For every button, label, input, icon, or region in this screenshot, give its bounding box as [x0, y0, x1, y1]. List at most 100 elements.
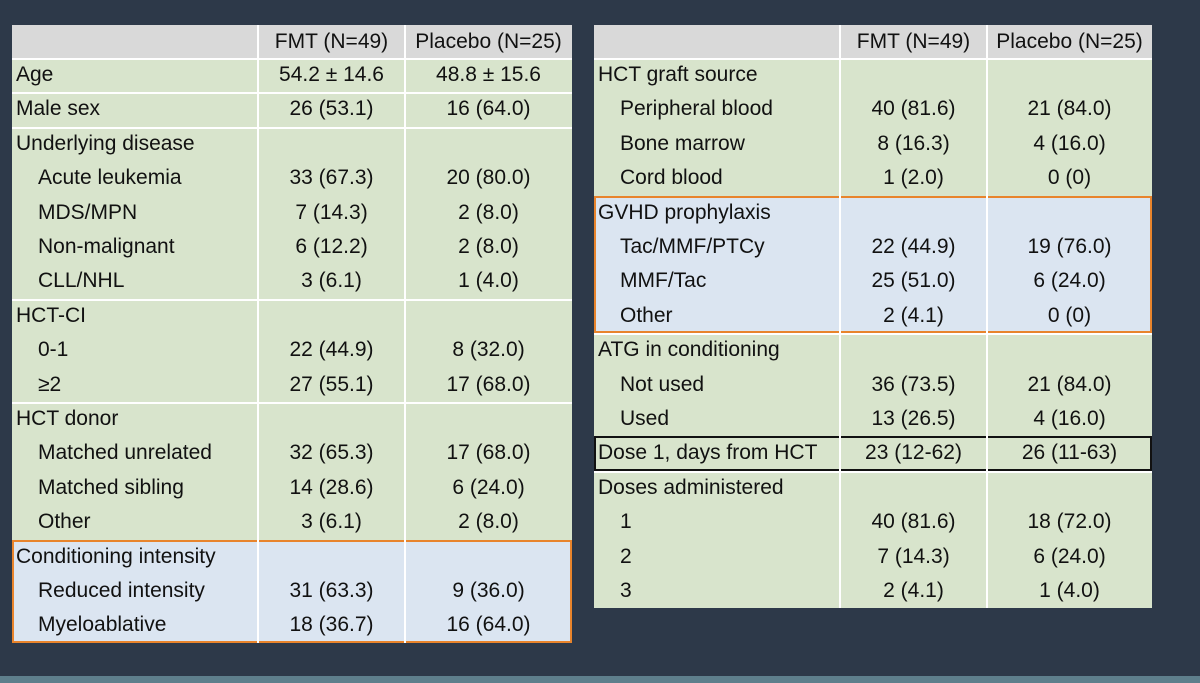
cell-value: 4 (16.0)	[1033, 407, 1106, 430]
row-group	[12, 58, 572, 92]
cell-value: 0 (0)	[1047, 303, 1092, 327]
column-header: FMT (N=49)	[856, 30, 971, 53]
cell-value: 18 (72.0)	[1027, 510, 1112, 534]
cell-value: 27 (55.1)	[289, 372, 374, 396]
row-group	[12, 92, 572, 126]
cell-value: 4 (16.0)	[1033, 131, 1106, 155]
cell-value: 14 (28.6)	[289, 475, 374, 499]
row-label: Tac/MMF/PTCy	[620, 235, 765, 258]
row-group	[12, 298, 572, 402]
group-label: GVHD prophylaxis	[598, 200, 771, 224]
column-header: Placebo (N=25)	[415, 30, 562, 53]
cell-value: 9 (36.0)	[452, 579, 525, 602]
group-label: Doses administered	[598, 475, 784, 499]
cell-value: 16 (64.0)	[446, 97, 531, 121]
cell-value: 2 (8.0)	[458, 200, 519, 224]
cell-value: 26 (11-63)	[1021, 441, 1118, 465]
row-label: Reduced intensity	[38, 579, 205, 602]
cell-value: 1 (2.0)	[883, 166, 944, 190]
cell-value: 19 (76.0)	[1027, 235, 1112, 258]
row-group	[12, 402, 572, 540]
cell-value: 0 (0)	[1047, 166, 1092, 190]
cell-value: 40 (81.6)	[871, 510, 956, 534]
group-label: Conditioning intensity	[16, 544, 216, 568]
cell-value: 6 (24.0)	[452, 475, 525, 499]
group-label: Underlying disease	[16, 131, 195, 155]
row-label: Matched unrelated	[38, 441, 212, 465]
row-label: MDS/MPN	[38, 200, 138, 224]
row-group	[12, 126, 572, 299]
table: FMT (N=49) Placebo (N=25) HCT graft source…	[594, 25, 1152, 609]
cell-value: 7 (14.3)	[295, 200, 368, 224]
row-label: Non-malignant	[38, 235, 175, 258]
cell-value: 1 (4.0)	[458, 269, 519, 293]
cell-value: 17 (68.0)	[446, 441, 531, 465]
row-label: Bone marrow	[620, 131, 745, 155]
cell-value: 2 (4.1)	[883, 579, 944, 602]
cell-value: 33 (67.3)	[289, 166, 374, 190]
row-group	[594, 333, 1152, 436]
row-label: ≥2	[38, 372, 62, 396]
column-header: Placebo (N=25)	[996, 30, 1143, 53]
cell-value: 7 (14.3)	[877, 544, 950, 568]
cell-value: 48.8 ± 15.6	[436, 63, 541, 86]
group-label: HCT graft source	[598, 63, 758, 86]
cell-value: 22 (44.9)	[871, 235, 956, 258]
row-label: Other	[620, 303, 673, 327]
group-label: HCT-CI	[16, 303, 86, 327]
row-group	[594, 436, 1152, 471]
row-label: Cord blood	[620, 166, 723, 190]
column-divider	[404, 25, 406, 643]
group-label: HCT donor	[16, 407, 119, 430]
row-group	[594, 195, 1152, 334]
group-label: Age	[16, 63, 54, 86]
cell-value: 6 (24.0)	[1033, 544, 1106, 568]
table: FMT (N=49) Placebo (N=25) Age 54.2 ± 14.6 48…	[12, 25, 572, 643]
group-label: ATG in conditioning	[598, 338, 780, 362]
cell-value: 25 (51.0)	[871, 269, 956, 293]
cell-value: 2 (8.0)	[458, 235, 519, 258]
row-label: Used	[620, 407, 670, 430]
row-group	[594, 470, 1152, 609]
column-divider	[986, 25, 988, 609]
row-label: 3	[620, 579, 632, 602]
cell-value: 21 (84.0)	[1027, 372, 1112, 396]
cell-value: 13 (26.5)	[871, 407, 956, 430]
cell-value: 1 (4.0)	[1039, 579, 1100, 602]
cell-value: 17 (68.0)	[446, 372, 531, 396]
cell-value: 22 (44.9)	[289, 338, 374, 362]
cell-value: 20 (80.0)	[446, 166, 531, 190]
row-label: Not used	[620, 372, 705, 396]
bottom-strip	[0, 676, 1200, 683]
cell-value: 3 (6.1)	[301, 269, 362, 293]
row-label: Acute leukemia	[38, 166, 182, 190]
header-row	[12, 25, 572, 58]
cell-value: 21 (84.0)	[1027, 97, 1112, 121]
row-label: 0-1	[38, 338, 69, 362]
cell-value: 8 (16.3)	[877, 131, 950, 155]
cell-value: 26 (53.1)	[289, 97, 374, 121]
column-divider	[839, 25, 841, 609]
cell-value: 6 (24.0)	[1033, 269, 1106, 293]
row-label: Myeloablative	[38, 613, 167, 637]
row-label: MMF/Tac	[620, 269, 707, 293]
column-header: FMT (N=49)	[274, 30, 389, 53]
row-label: 1	[620, 510, 632, 534]
column-divider	[257, 25, 259, 643]
header-row	[594, 25, 1152, 58]
cell-value: 32 (65.3)	[289, 441, 374, 465]
row-label: CLL/NHL	[38, 269, 125, 293]
row-label: Peripheral blood	[620, 97, 773, 121]
row-label: Other	[38, 510, 91, 534]
cell-value: 2 (4.1)	[883, 303, 944, 327]
cell-value: 23 (12-62)	[865, 441, 962, 465]
group-label: Dose 1, days from HCT	[598, 441, 818, 465]
row-group	[12, 539, 572, 643]
cell-value: 18 (36.7)	[289, 613, 374, 637]
cell-value: 6 (12.2)	[295, 235, 368, 258]
row-label: Matched sibling	[38, 475, 184, 499]
group-label: Male sex	[16, 97, 101, 121]
cell-value: 8 (32.0)	[452, 338, 525, 362]
row-label: 2	[620, 544, 632, 568]
